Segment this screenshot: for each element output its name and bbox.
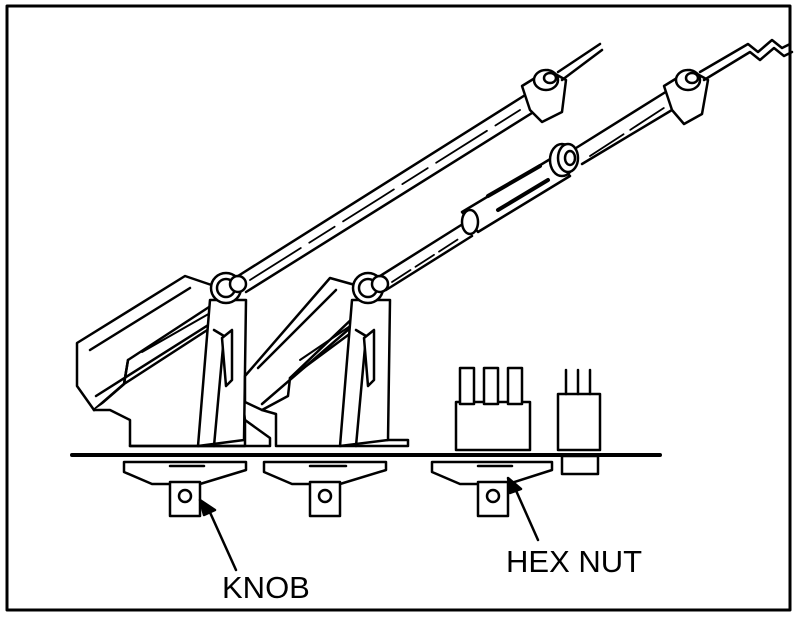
mount-middle [262, 460, 388, 518]
three-pin-component [454, 366, 532, 452]
mount-left [122, 460, 248, 518]
mount-right [430, 460, 554, 518]
hex-nut-arrow [506, 476, 540, 542]
knob-label: KNOB [222, 570, 310, 605]
left-potentiometer-assembly [75, 42, 604, 448]
small-component [556, 368, 602, 476]
hex-nut-label: HEX NUT [506, 544, 643, 579]
right-potentiometer-assembly [243, 38, 794, 448]
knob-arrow [198, 498, 238, 572]
